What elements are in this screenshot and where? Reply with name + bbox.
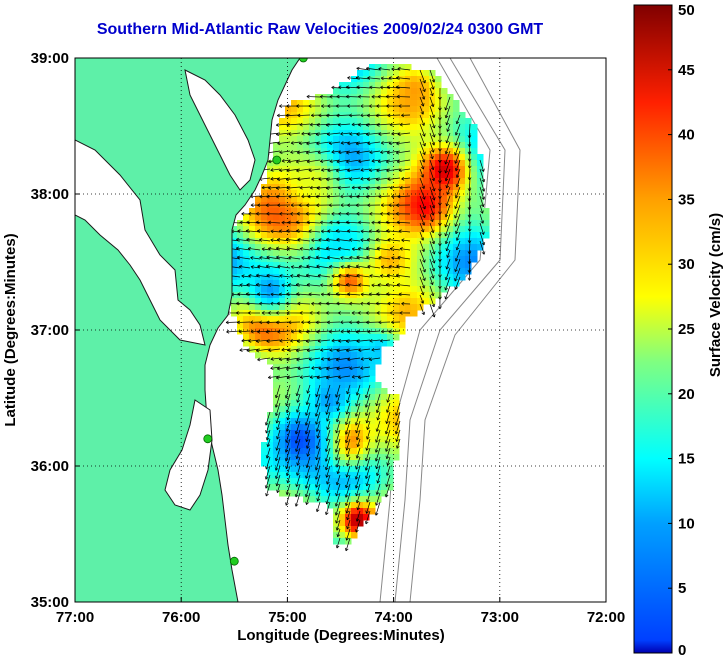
radar-station-marker	[229, 556, 239, 566]
colorbar-label: Surface Velocity (cm/s)	[707, 213, 724, 377]
y-tick-label: 35:00	[31, 594, 69, 611]
colorbar-tick-label: 20	[678, 386, 695, 403]
colorbar-tick-label: 15	[678, 451, 695, 468]
y-tick-label: 36:00	[31, 458, 69, 475]
colorbar	[633, 4, 673, 654]
colorbar-tick-label: 50	[678, 2, 695, 19]
velocity-field	[231, 64, 490, 545]
y-axis-ticks: 39:00 38:00 37:00 36:00 35:00	[31, 50, 80, 611]
grid-lines	[75, 58, 606, 602]
x-tick-label: 76:00	[162, 609, 200, 626]
map-panel	[75, 58, 606, 602]
x-tick-label: 75:00	[268, 609, 306, 626]
y-tick-label: 39:00	[31, 50, 69, 67]
y-axis-label: Latitude (Degrees:Minutes)	[2, 233, 19, 426]
x-tick-label: 77:00	[56, 609, 94, 626]
y-tick-label: 37:00	[31, 322, 69, 339]
colorbar-ticks: 0 5 10 15 20 25 30 35 40 45 50	[668, 2, 695, 659]
y-tick-label: 38:00	[31, 186, 69, 203]
bathymetry-contour	[409, 58, 521, 602]
colorbar-tick-label: 0	[678, 642, 686, 659]
colorbar-tick-label: 30	[678, 256, 695, 273]
delaware-bay	[184, 69, 256, 191]
x-tick-label: 73:00	[481, 609, 519, 626]
colorbar-tick-label: 40	[678, 127, 695, 144]
velocity-vectors	[225, 66, 486, 552]
map-title: Southern Mid-Atlantic Raw Velocities 200…	[96, 21, 544, 38]
x-tick-label: 74:00	[374, 609, 412, 626]
x-axis-label: Longitude (Degrees:Minutes)	[237, 627, 445, 644]
chesapeake-bay	[75, 139, 206, 346]
colorbar-tick-label: 35	[678, 191, 695, 208]
radar-stations	[203, 58, 308, 566]
x-tick-label: 72:00	[587, 609, 625, 626]
pamlico-sound	[164, 399, 213, 511]
radar-station-marker	[272, 155, 282, 165]
radar-station-marker	[203, 434, 213, 444]
colorbar-tick-label: 10	[678, 515, 695, 532]
colorbar-tick-label: 25	[678, 321, 695, 338]
colorbar-tick-label: 45	[678, 62, 695, 79]
colorbar-tick-label: 5	[678, 580, 686, 597]
x-axis-ticks: 77:00 76:00 75:00 74:00 73:00 72:00	[56, 597, 625, 626]
radar-station-marker	[298, 58, 308, 63]
